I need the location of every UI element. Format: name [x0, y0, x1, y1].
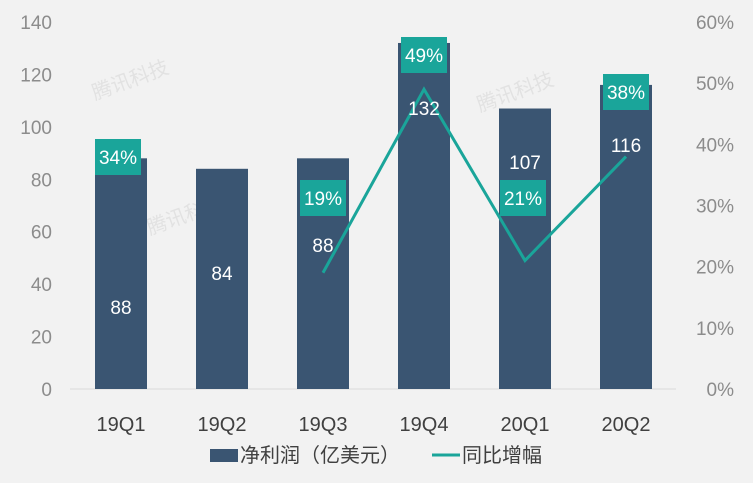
growth-label-box — [95, 139, 141, 175]
x-tick-label: 19Q4 — [400, 414, 449, 436]
bar-value-label: 107 — [509, 153, 541, 174]
right-tick-label: 20% — [696, 258, 734, 279]
growth-label-text: 49% — [405, 46, 443, 67]
right-tick-label: 10% — [696, 319, 734, 340]
growth-label-text: 38% — [607, 83, 645, 104]
left-tick-label: 0 — [41, 380, 52, 401]
growth-label: 49% — [401, 37, 447, 73]
left-tick-label: 60 — [31, 223, 52, 244]
left-tick-label: 120 — [20, 65, 52, 86]
left-tick-label: 100 — [20, 118, 52, 139]
legend-label-line: 同比增幅 — [462, 444, 542, 467]
x-tick-label: 19Q1 — [97, 414, 146, 436]
bar-value-label: 116 — [611, 136, 641, 157]
left-tick-label: 20 — [31, 328, 52, 349]
right-tick-label: 30% — [696, 197, 734, 218]
growth-label-box — [300, 180, 346, 216]
bar-value-label: 132 — [408, 99, 440, 120]
bar-value-label: 88 — [110, 298, 131, 319]
growth-label: 34% — [95, 139, 141, 175]
bar-19Q1 — [95, 158, 147, 389]
left-tick-label: 40 — [31, 275, 52, 296]
growth-label: 19% — [300, 180, 346, 216]
legend-label-bar: 净利润（亿美元） — [240, 444, 400, 467]
right-tick-label: 0% — [707, 380, 735, 401]
left-tick-label: 140 — [20, 13, 52, 34]
growth-label-box — [401, 37, 447, 73]
growth-label-text: 34% — [99, 148, 137, 169]
x-tick-label: 20Q2 — [602, 414, 651, 436]
growth-label: 38% — [603, 74, 649, 110]
growth-line — [321, 86, 628, 274]
x-tick-label: 19Q2 — [198, 414, 247, 436]
bar-20Q1 — [499, 108, 551, 389]
bar-value-label: 84 — [211, 264, 233, 285]
left-tick-label: 80 — [31, 170, 52, 191]
growth-label-box — [603, 74, 649, 110]
growth-label-box — [500, 180, 546, 216]
legend: 净利润（亿美元） 同比增幅 — [210, 444, 542, 467]
right-tick-label: 50% — [696, 74, 734, 95]
x-tick-label: 20Q1 — [501, 414, 550, 436]
bar-value-label: 88 — [312, 236, 333, 257]
growth-label-text: 19% — [304, 189, 342, 210]
bar-19Q2 — [196, 168, 248, 389]
right-tick-label: 40% — [696, 135, 734, 156]
right-tick-label: 60% — [696, 13, 734, 34]
legend-swatch-bar — [210, 449, 238, 462]
growth-label-text: 21% — [504, 189, 542, 210]
bar-19Q4 — [398, 42, 450, 389]
x-tick-label: 19Q3 — [299, 414, 348, 436]
growth-label: 21% — [500, 180, 546, 216]
watermark-text: 腾讯科技 — [89, 56, 172, 105]
bar-20Q2 — [600, 84, 652, 390]
